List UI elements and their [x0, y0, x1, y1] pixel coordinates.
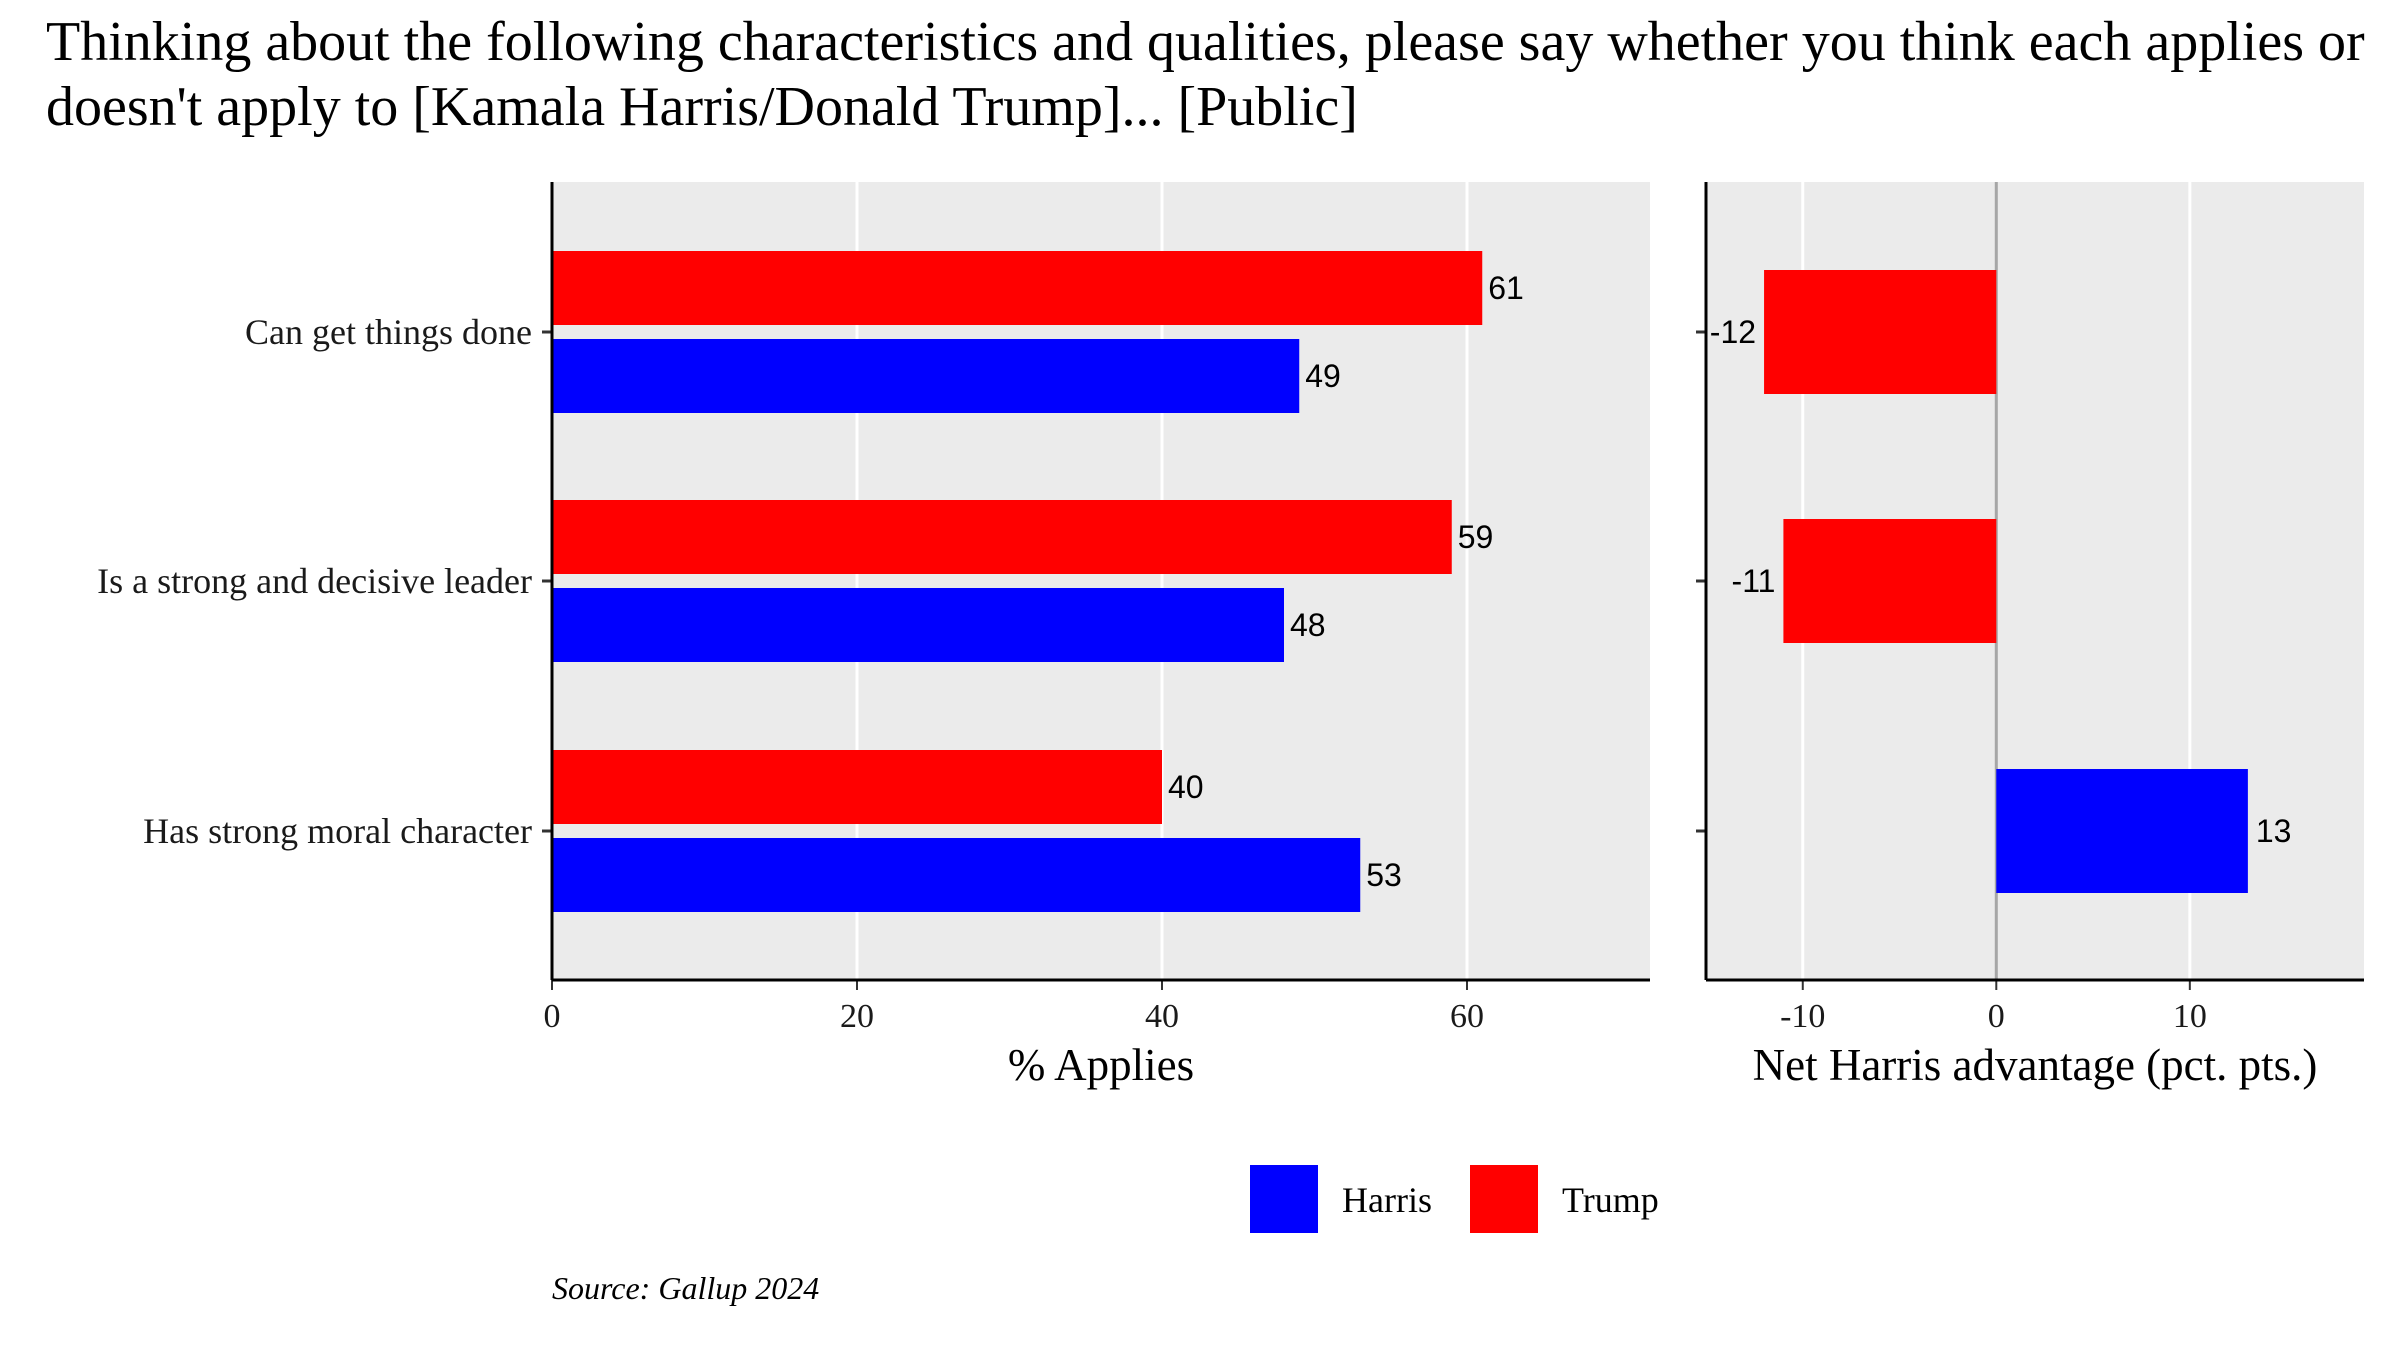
- legend-label-harris: Harris: [1342, 1180, 1432, 1220]
- net-data-label: 13: [2256, 813, 2292, 849]
- x-tick-label: 40: [1145, 998, 1179, 1035]
- chart-title: Thinking about the following characteris…: [46, 11, 2365, 138]
- applies-panel: 0 20 40 60 61 49 Can get things done 59 48 Is a s…: [97, 182, 1650, 1090]
- x-tick-label: 0: [544, 998, 561, 1035]
- bar-trump-has-strong-moral-character: [552, 750, 1162, 824]
- source-note: Source: Gallup 2024: [552, 1270, 820, 1306]
- x-axis-title: Net Harris advantage (pct. pts.): [1753, 1040, 2318, 1090]
- x-tick-label: 20: [840, 998, 874, 1035]
- bar-trump-can-get-things-done: [552, 251, 1483, 325]
- net-bar-is-a-strong-and-decisive-leader: [1783, 519, 1997, 643]
- net-data-label: -11: [1732, 563, 1776, 599]
- x-tick-label: -10: [1780, 998, 1825, 1035]
- data-label-harris: 53: [1366, 857, 1402, 893]
- data-label-harris: 48: [1290, 607, 1326, 643]
- bar-trump-is-a-strong-and-decisive-leader: [552, 500, 1452, 574]
- net-bar-can-get-things-done: [1764, 270, 1997, 394]
- data-label-trump: 40: [1168, 769, 1204, 805]
- x-tick-label: 60: [1450, 998, 1484, 1035]
- legend-key-trump: [1470, 1165, 1538, 1233]
- data-label-harris: 49: [1305, 358, 1341, 394]
- x-tick-label: 10: [2173, 998, 2207, 1035]
- category-label: Has strong moral character: [143, 811, 532, 851]
- data-label-trump: 59: [1458, 519, 1494, 555]
- category-label: Can get things done: [245, 312, 532, 352]
- legend-key-harris: [1250, 1165, 1318, 1233]
- x-tick-label: 0: [1988, 998, 2005, 1035]
- legend: Harris Trump: [1250, 1165, 1659, 1233]
- bar-harris-can-get-things-done: [552, 339, 1300, 413]
- category-label: Is a strong and decisive leader: [97, 561, 532, 601]
- data-label-trump: 61: [1488, 270, 1524, 306]
- x-axis-title: % Applies: [1008, 1040, 1194, 1090]
- net-data-label: -12: [1710, 314, 1756, 350]
- net-advantage-panel: -10 0 10 -12 -11 13 Net Harris advantage (pct.…: [1696, 182, 2364, 1090]
- net-bar-has-strong-moral-character: [1996, 769, 2248, 893]
- bar-harris-is-a-strong-and-decisive-leader: [552, 588, 1284, 662]
- bar-harris-has-strong-moral-character: [552, 838, 1361, 912]
- legend-label-trump: Trump: [1562, 1180, 1659, 1220]
